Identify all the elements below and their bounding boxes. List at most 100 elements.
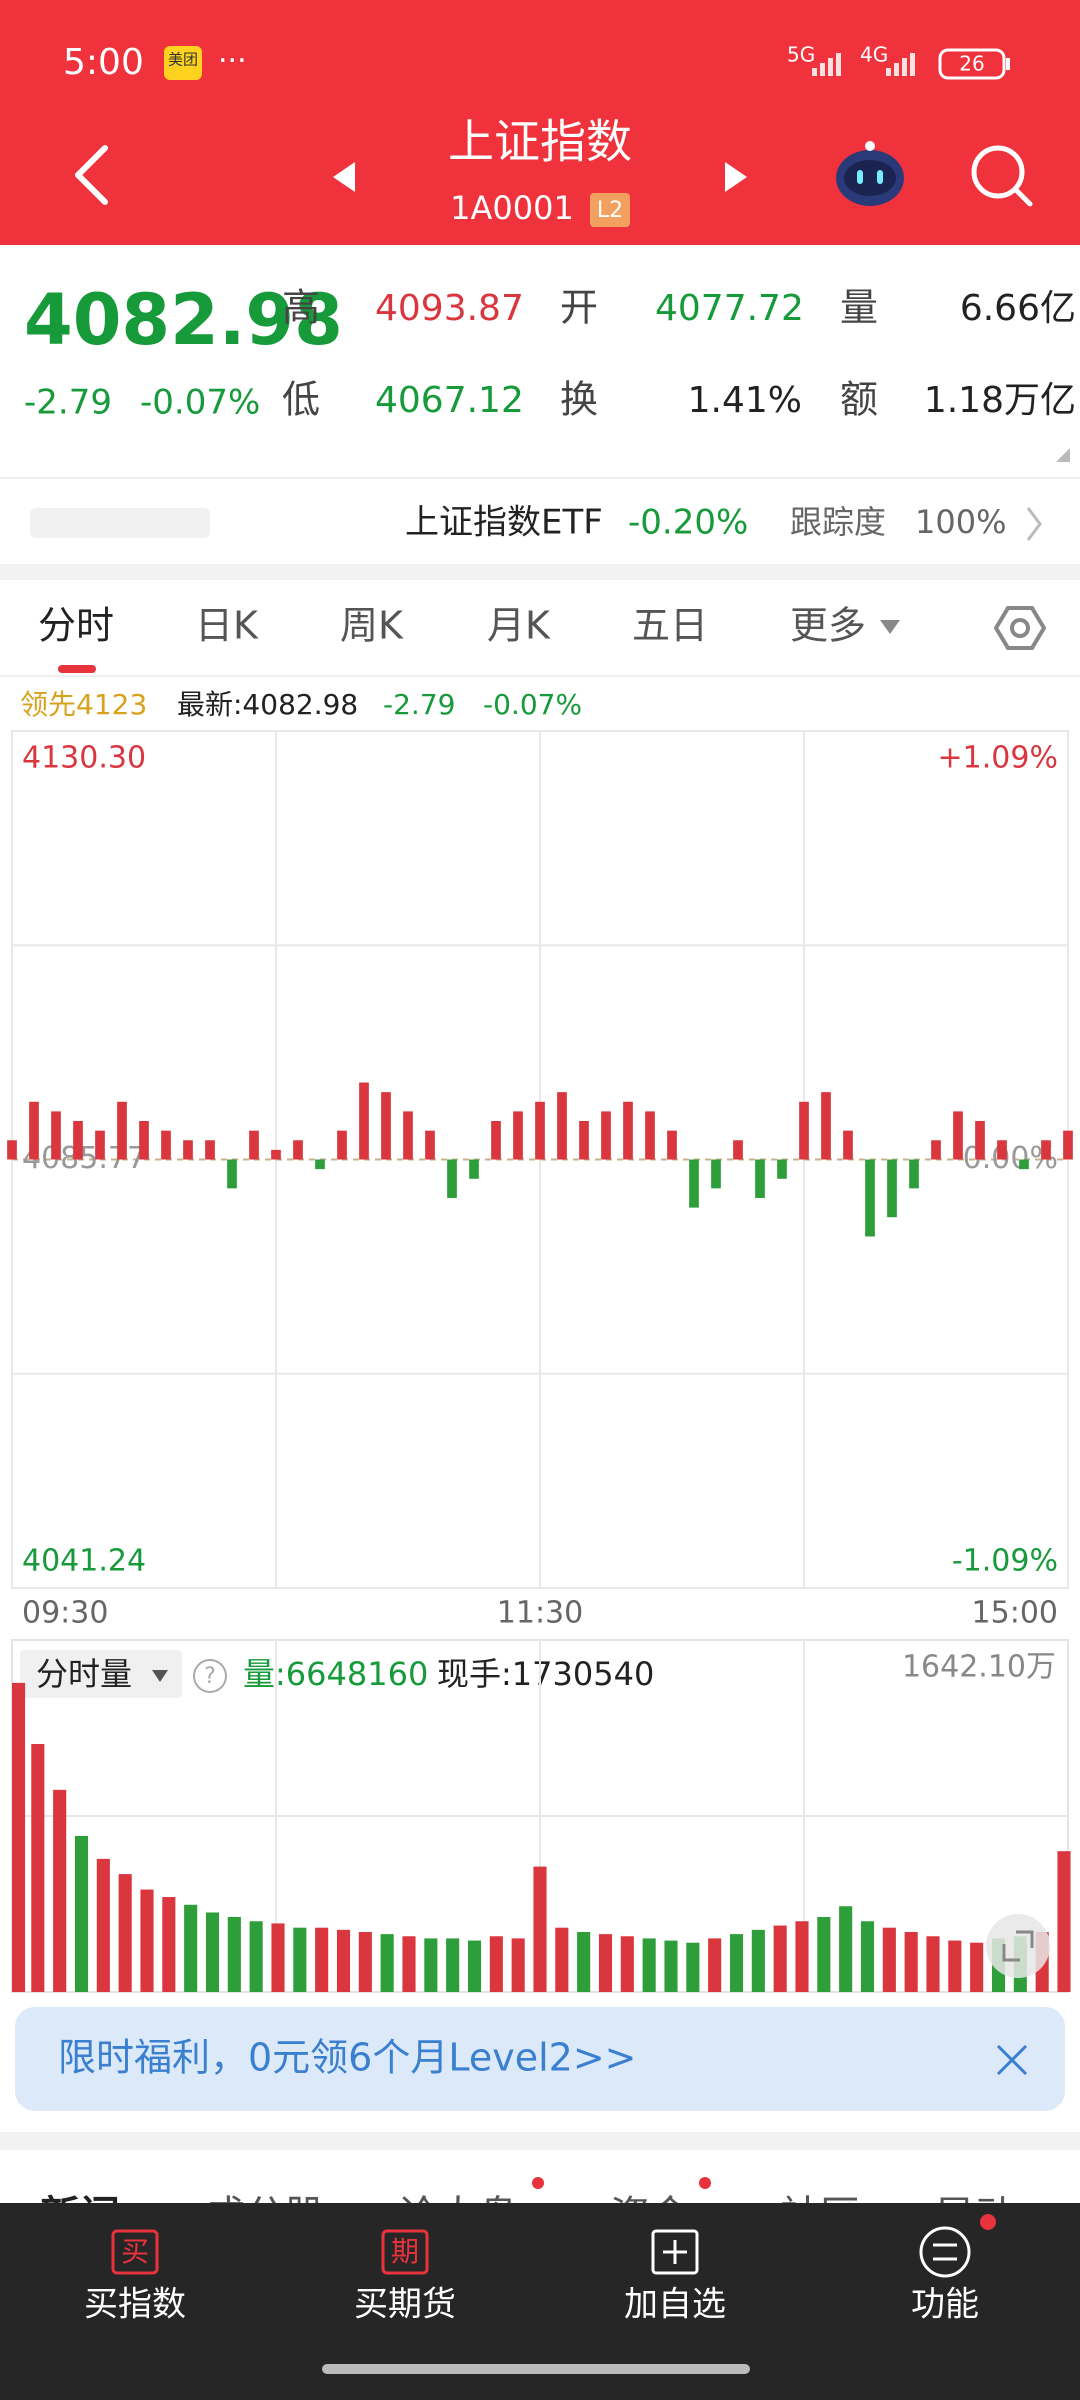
tab[interactable]: 月K: [487, 604, 551, 648]
volume-hand: 现手:1730540: [437, 1655, 654, 1693]
momentum-bar: [469, 1159, 479, 1179]
fullscreen-button[interactable]: [986, 1914, 1050, 1978]
tracking: 100%: [915, 503, 1006, 541]
volume-bar: [162, 1897, 176, 1992]
app-badge-bg: [164, 46, 202, 80]
momentum-bar: [975, 1121, 985, 1160]
volume-bar: [53, 1789, 67, 1992]
volume-bar: [402, 1936, 416, 1992]
momentum-bar: [557, 1092, 567, 1160]
volume-bar: [817, 1916, 831, 1992]
nav-icon[interactable]: 买: [121, 2235, 149, 2268]
volume-bar: [839, 1906, 853, 1992]
nav-label[interactable]: 买指数: [84, 2285, 186, 2325]
volume-bar: [970, 1942, 984, 1992]
expand-corner[interactable]: [1056, 448, 1070, 462]
volume-bar: [577, 1931, 591, 1992]
volume-bar: [227, 1916, 241, 1992]
nav-icon[interactable]: 期: [391, 2235, 419, 2268]
banner-bg[interactable]: [15, 2007, 1065, 2111]
nav-label[interactable]: 加自选: [624, 2285, 726, 2325]
volume-total: 量:6648160: [243, 1655, 428, 1693]
next-button[interactable]: [725, 162, 747, 192]
help-circle[interactable]: [193, 1659, 227, 1693]
label: 换: [560, 378, 598, 422]
volume-bar: [31, 1743, 45, 1992]
label: 额: [840, 378, 878, 422]
nav-dot: [980, 2214, 996, 2230]
volume-selector-bg[interactable]: [20, 1650, 182, 1698]
momentum-bar: [997, 1140, 1007, 1160]
status-dots: ···: [218, 44, 247, 79]
nav-add-icon[interactable]: [651, 2229, 699, 2275]
momentum-bar: [865, 1159, 875, 1237]
nav-icon-box[interactable]: [111, 2229, 159, 2275]
prev-button[interactable]: [333, 162, 355, 192]
etf-name[interactable]: 上证指数ETF: [405, 503, 603, 543]
volume-title[interactable]: 分时量: [36, 1655, 132, 1693]
banner-close[interactable]: [996, 2044, 1028, 2076]
level-badge-bg: [590, 193, 630, 227]
momentum-bar: [183, 1140, 193, 1160]
tab[interactable]: 五日: [632, 604, 708, 648]
value: 1.41%: [688, 380, 802, 421]
volume-bar: [336, 1929, 351, 1992]
tab[interactable]: 周K: [340, 604, 404, 648]
label: 低: [282, 378, 320, 422]
volume-bar: [249, 1921, 263, 1992]
volume-bar: [598, 1934, 613, 1992]
change-label: -2.79: [383, 688, 455, 721]
value: 6.66亿: [960, 288, 1076, 329]
volume-bar: [642, 1938, 656, 1992]
volume-bar: [948, 1940, 962, 1992]
search-button[interactable]: [971, 145, 1033, 207]
momentum-bar: [887, 1159, 897, 1218]
momentum-bar: [689, 1159, 699, 1208]
header-bg: [0, 0, 1080, 245]
banner-text[interactable]: 限时福利，0元领6个月Level2>>: [58, 2036, 637, 2080]
etf-chevron[interactable]: [1026, 507, 1042, 541]
signal-2: [886, 53, 915, 76]
volume-bar: [555, 1927, 569, 1992]
momentum-bar: [359, 1082, 369, 1160]
y-tick-label: 1642.10万: [902, 1650, 1056, 1685]
momentum-bar: [755, 1159, 765, 1198]
volume-bar: [664, 1940, 678, 1992]
settings-button[interactable]: [993, 606, 1047, 650]
battery: [938, 48, 1006, 80]
volume-bar: [533, 1866, 547, 1992]
nav-menu-icon[interactable]: [919, 2226, 971, 2278]
header-title: 上证指数: [448, 115, 632, 169]
volume-bar: [184, 1904, 198, 1992]
assistant-button[interactable]: [836, 141, 904, 206]
volume-bar: [467, 1940, 482, 1992]
tab[interactable]: 更多: [790, 604, 866, 648]
volume-bar: [882, 1927, 896, 1992]
tab[interactable]: 日K: [195, 604, 259, 648]
momentum-bar: [733, 1140, 743, 1160]
momentum-bar: [821, 1092, 831, 1160]
news-dot: [532, 2177, 544, 2189]
volume-bar: [795, 1921, 809, 1992]
momentum-bar: [601, 1111, 611, 1160]
value: 4093.87: [375, 288, 524, 329]
momentum-bar: [205, 1140, 215, 1160]
help[interactable]: ?: [204, 1664, 216, 1689]
nav-label[interactable]: 功能: [911, 2285, 979, 2325]
nav-label[interactable]: 买期货: [354, 2285, 456, 2325]
tracking-label: 跟踪度: [790, 503, 886, 541]
momentum-bar: [29, 1101, 39, 1160]
momentum-bar: [271, 1149, 281, 1160]
momentum-bar: [403, 1111, 413, 1160]
momentum-bar: [579, 1121, 589, 1160]
home-indicator: [322, 2364, 750, 2374]
back-button[interactable]: [75, 145, 108, 205]
tab-active[interactable]: 分时: [38, 604, 114, 648]
latest-label: 最新:4082.98: [177, 688, 358, 721]
momentum-bar: [931, 1140, 941, 1160]
volume-bar: [729, 1934, 744, 1992]
nav-icon-box[interactable]: [381, 2229, 429, 2275]
value: 4067.12: [375, 380, 524, 421]
momentum-bar: [535, 1101, 545, 1160]
